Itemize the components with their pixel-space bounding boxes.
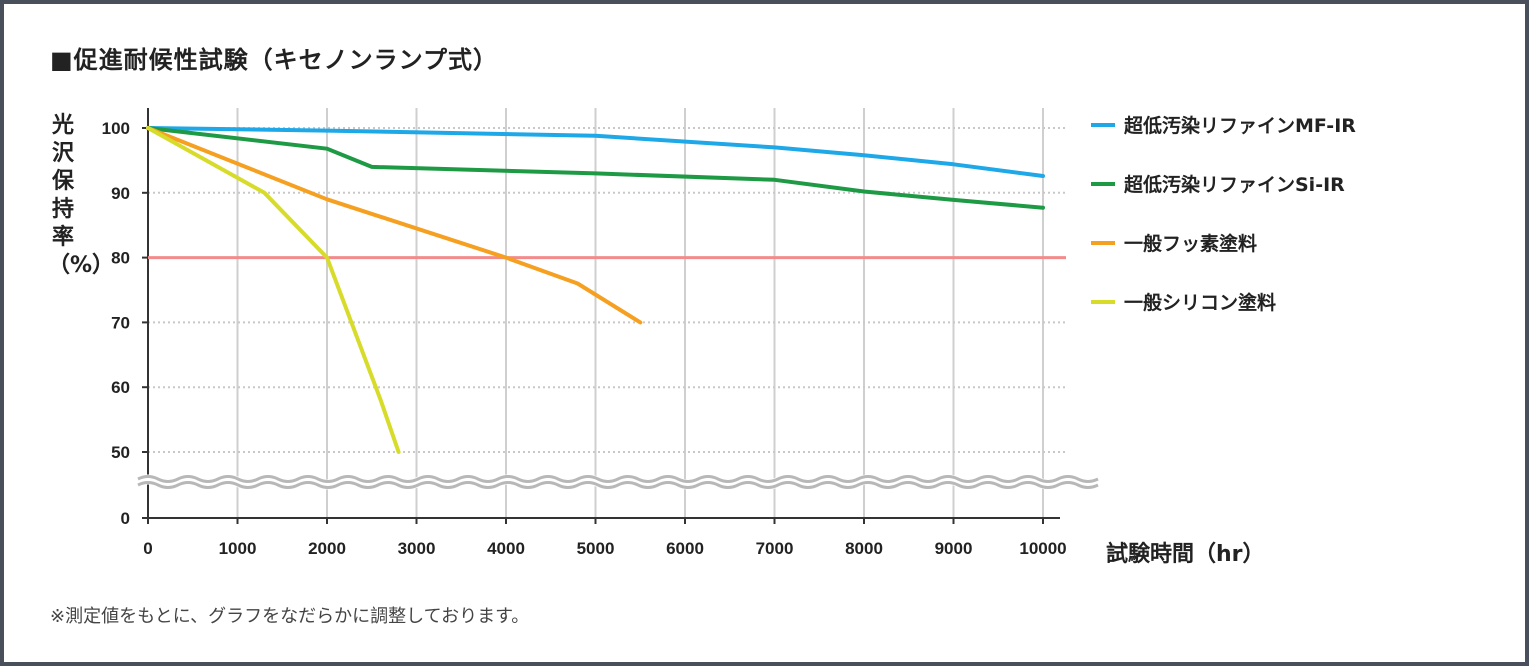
- legend-label-2: 超低汚染リファインSi-IR: [1123, 173, 1345, 196]
- y-tick-label: 90: [111, 184, 130, 203]
- x-tick-label: 2000: [308, 539, 346, 558]
- x-tick-label: 6000: [666, 539, 704, 558]
- y-tick-label: 100: [102, 119, 130, 138]
- chart-title: ■促進耐候性試験（キセノンランプ式）: [50, 46, 498, 74]
- x-tick-label: 4000: [487, 539, 525, 558]
- x-tick-label: 8000: [845, 539, 883, 558]
- x-axis-label: 試験時間（hr）: [1106, 542, 1265, 567]
- series-line-2: [146, 126, 1045, 210]
- axis-break-wave: [137, 475, 1099, 483]
- series-line-3: [146, 126, 643, 325]
- legend-label-1: 超低汚染リファインMF-IR: [1123, 114, 1356, 137]
- legend-label-3: 一般フッ素塗料: [1124, 232, 1257, 255]
- series-line-1: [146, 126, 1045, 178]
- axis-break-wave: [137, 481, 1099, 489]
- axis-break-mask: [135, 474, 1101, 490]
- chart-frame: ■促進耐候性試験（キセノンランプ式） 光沢保持率（%） 試験時間（hr） ※測定…: [4, 4, 1525, 662]
- series-line-4: [146, 126, 401, 454]
- x-tick-label: 1000: [219, 539, 257, 558]
- y-tick-label: 80: [111, 249, 130, 268]
- x-tick-label: 5000: [577, 539, 615, 558]
- y-tick-label: 0: [121, 509, 130, 528]
- chart-note: ※測定値をもとに、グラフをなだらかに調整しております。: [50, 606, 530, 627]
- y-tick-label: 50: [111, 443, 130, 462]
- x-tick-label: 10000: [1019, 539, 1066, 558]
- legend-label-4: 一般シリコン塗料: [1124, 291, 1276, 314]
- x-tick-label: 0: [143, 539, 152, 558]
- x-tick-label: 7000: [756, 539, 794, 558]
- x-tick-label: 3000: [398, 539, 436, 558]
- x-tick-label: 9000: [935, 539, 973, 558]
- y-tick-label: 70: [111, 313, 130, 332]
- y-tick-label: 60: [111, 378, 130, 397]
